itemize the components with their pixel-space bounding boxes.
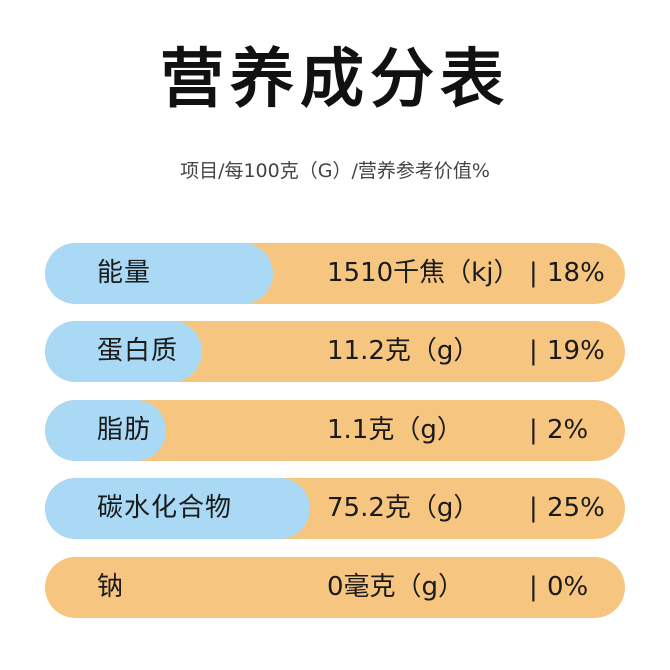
column-separator: | bbox=[529, 572, 538, 602]
column-separator: | bbox=[529, 258, 538, 288]
nutrient-percent: 19% bbox=[547, 336, 605, 366]
nutrient-name: 能量 bbox=[97, 258, 152, 288]
nutrient-name: 钠 bbox=[97, 572, 125, 602]
nutrient-percent: 0% bbox=[547, 572, 589, 602]
table-caption: 项目/每100克（G）/营养参考价值% bbox=[180, 160, 490, 182]
nutrition-row-energy: 能量 1510千焦（kj） | 18% bbox=[45, 243, 625, 304]
column-separator: | bbox=[529, 336, 538, 366]
nutrient-percent: 25% bbox=[547, 493, 605, 523]
nutrient-name: 蛋白质 bbox=[97, 336, 179, 366]
nutrient-name: 脂肪 bbox=[97, 415, 152, 445]
nutrient-value: 75.2克（g） bbox=[327, 493, 480, 523]
nutrient-value: 11.2克（g） bbox=[327, 336, 480, 366]
nutrition-row-protein: 蛋白质 11.2克（g） | 19% bbox=[45, 321, 625, 382]
label-highlight bbox=[45, 321, 202, 382]
column-separator: | bbox=[529, 415, 538, 445]
label-highlight bbox=[45, 478, 310, 539]
nutrient-percent: 2% bbox=[547, 415, 589, 445]
label-highlight bbox=[45, 400, 166, 461]
nutrition-row-sodium: 钠 0毫克（g） | 0% bbox=[45, 557, 625, 618]
page-title: 营养成分表 bbox=[160, 43, 510, 117]
nutrition-row-fat: 脂肪 1.1克（g） | 2% bbox=[45, 400, 625, 461]
nutrient-value: 1510千焦（kj） bbox=[327, 258, 520, 288]
nutrient-value: 1.1克（g） bbox=[327, 415, 463, 445]
nutrition-row-carbohydrate: 碳水化合物 75.2克（g） | 25% bbox=[45, 478, 625, 539]
nutrient-value: 0毫克（g） bbox=[327, 572, 465, 602]
column-separator: | bbox=[529, 493, 538, 523]
label-highlight bbox=[45, 243, 273, 304]
nutrient-percent: 18% bbox=[547, 258, 605, 288]
nutrient-name: 碳水化合物 bbox=[97, 493, 233, 523]
